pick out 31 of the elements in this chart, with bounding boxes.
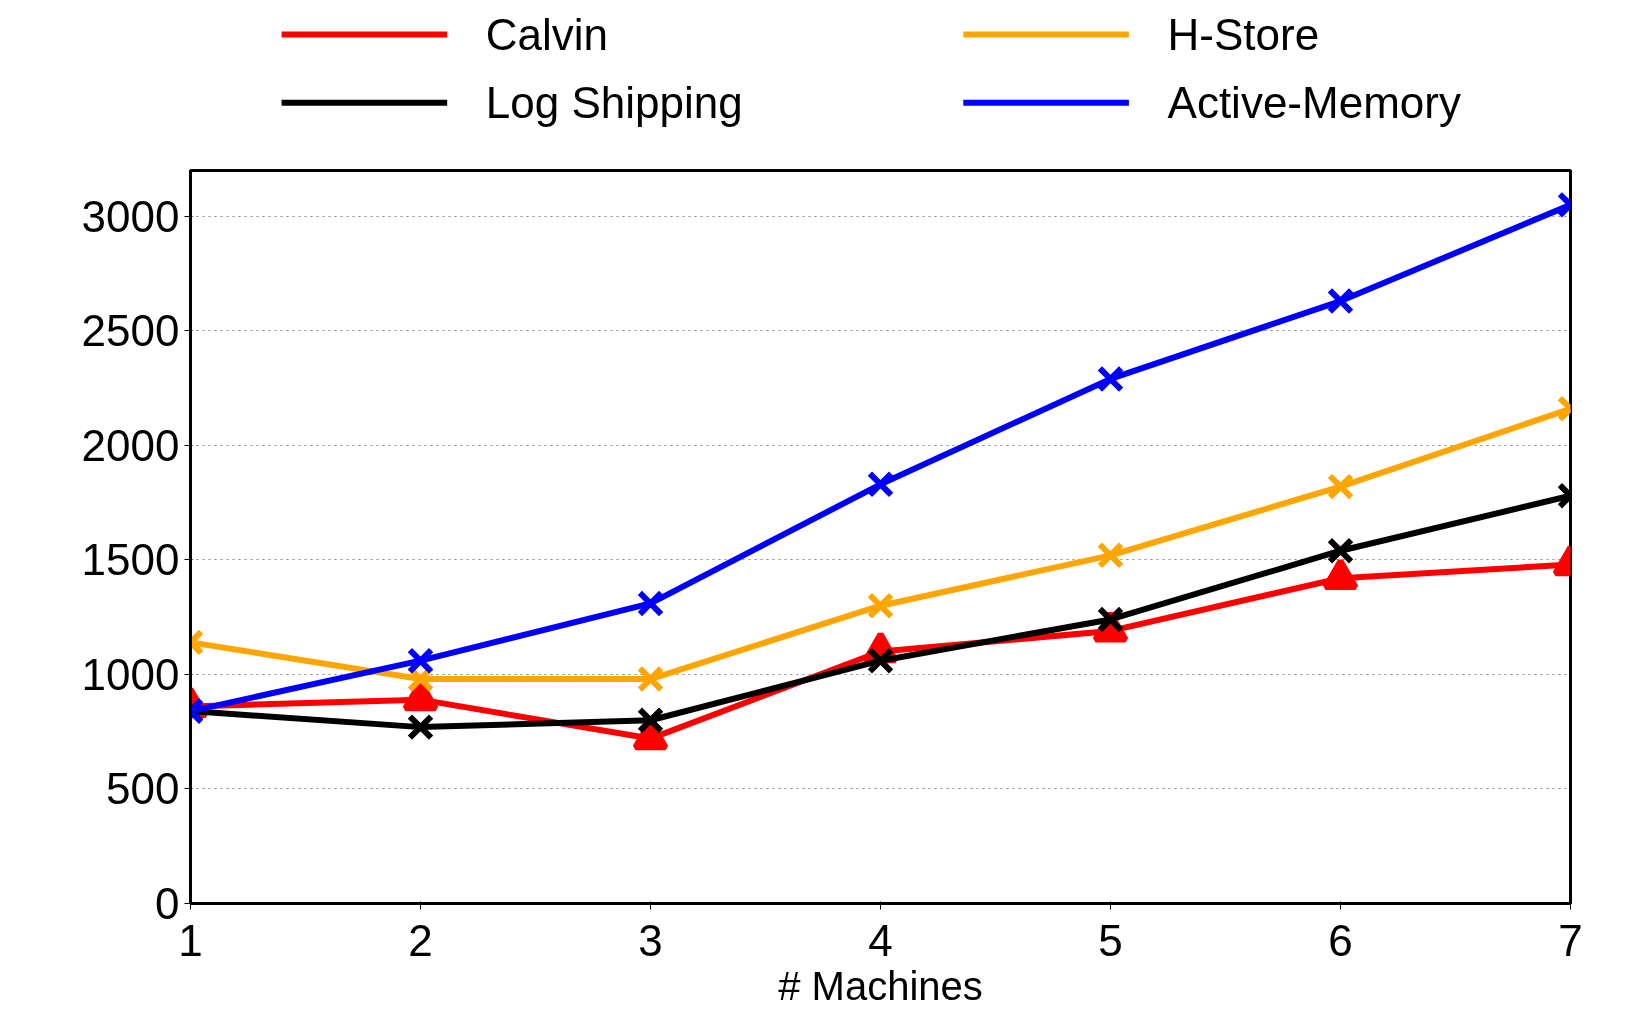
y-tick-label: 2500 [81,306,180,356]
point [406,713,435,741]
x-tick-label: 2 [408,915,433,965]
legend-label: Log Shipping [485,78,743,128]
point [1326,287,1355,315]
y-tick-label: 3000 [81,191,180,241]
legend-label: Active-Memory [1167,78,1461,128]
y-tick-label: 1000 [81,649,180,699]
x-tick-label: 1 [178,915,203,965]
point [1096,365,1125,393]
point [866,592,895,620]
x-axis-title: # Machines [778,963,983,1008]
point [1326,537,1355,565]
y-tick-label: 1500 [81,535,180,585]
legend-label: Calvin [485,10,609,60]
point [406,647,435,675]
point [636,665,665,693]
point [866,470,895,498]
x-tick-label: 4 [868,915,893,965]
point [1096,541,1125,569]
point [636,706,665,734]
y-tick-label: 0 [155,879,180,928]
x-tick-label: 6 [1328,915,1353,965]
point [636,589,665,618]
y-tick-label: 500 [106,764,180,814]
point [1326,473,1355,501]
legend-label: H-Store [1167,10,1320,60]
y-tick-label: 2000 [81,420,180,470]
x-tick-label: 7 [1558,915,1583,965]
x-tick-label: 3 [638,915,663,965]
x-tick-label: 5 [1098,915,1123,965]
